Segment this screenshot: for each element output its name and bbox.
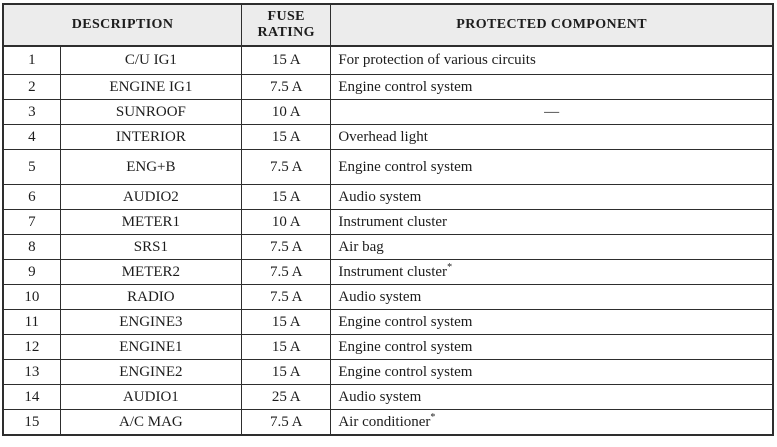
table-row: 13 ENGINE2 15 A Engine control system xyxy=(2,359,774,385)
fuse-description: RADIO xyxy=(59,284,243,310)
protected-component-text: Instrument cluster xyxy=(338,263,448,280)
fuse-description: AUDIO2 xyxy=(59,184,243,210)
protected-component: — xyxy=(330,99,774,125)
column-header-fuse-rating: FUSE RATING xyxy=(241,3,332,47)
fuse-description: C/U IG1 xyxy=(59,45,243,75)
fuse-rating: 15 A xyxy=(241,45,332,75)
protected-component: Audio system xyxy=(330,384,774,410)
table-body: 1 C/U IG1 15 A For protection of various… xyxy=(2,45,774,436)
fuse-rating: 10 A xyxy=(241,209,332,235)
fuse-number: 8 xyxy=(2,234,61,260)
fuse-rating: 25 A xyxy=(241,384,332,410)
table-row: 5 ENG+B 7.5 A Engine control system xyxy=(2,149,774,185)
column-header-description: DESCRIPTION xyxy=(2,3,243,47)
fuse-number: 10 xyxy=(2,284,61,310)
fuse-description: AUDIO1 xyxy=(59,384,243,410)
protected-component: Engine control system xyxy=(330,74,774,100)
protected-component: Air conditioner* xyxy=(330,409,774,436)
protected-component: Engine control system xyxy=(330,309,774,335)
fuse-number: 3 xyxy=(2,99,61,125)
fuse-description: SRS1 xyxy=(59,234,243,260)
footnote-asterisk: * xyxy=(430,411,436,423)
fuse-number: 1 xyxy=(2,45,61,75)
table-row: 2 ENGINE IG1 7.5 A Engine control system xyxy=(2,74,774,100)
protected-component: Instrument cluster xyxy=(330,209,774,235)
fuse-rating: 7.5 A xyxy=(241,74,332,100)
fuse-rating: 15 A xyxy=(241,334,332,360)
fuse-description: ENGINE2 xyxy=(59,359,243,385)
fuse-rating: 7.5 A xyxy=(241,149,332,185)
fuse-number: 12 xyxy=(2,334,61,360)
protected-component: Audio system xyxy=(330,184,774,210)
fuse-number: 2 xyxy=(2,74,61,100)
column-header-protected-component: PROTECTED COMPONENT xyxy=(330,3,774,47)
fuse-number: 9 xyxy=(2,259,61,285)
fuse-description: ENGINE3 xyxy=(59,309,243,335)
fuse-rating: 15 A xyxy=(241,184,332,210)
fuse-description: INTERIOR xyxy=(59,124,243,150)
protected-component: Engine control system xyxy=(330,334,774,360)
fuse-number: 4 xyxy=(2,124,61,150)
table-header: DESCRIPTION FUSE RATING PROTECTED COMPON… xyxy=(2,3,774,47)
fuse-description: ENG+B xyxy=(59,149,243,185)
table-row: 14 AUDIO1 25 A Audio system xyxy=(2,384,774,410)
fuse-number: 5 xyxy=(2,149,61,185)
table-row: 12 ENGINE1 15 A Engine control system xyxy=(2,334,774,360)
fuse-rating: 7.5 A xyxy=(241,284,332,310)
fuse-number: 7 xyxy=(2,209,61,235)
fuse-spec-table: DESCRIPTION FUSE RATING PROTECTED COMPON… xyxy=(2,3,774,436)
protected-component: Engine control system xyxy=(330,359,774,385)
fuse-rating: 10 A xyxy=(241,99,332,125)
fuse-description: ENGINE IG1 xyxy=(59,74,243,100)
fuse-rating: 7.5 A xyxy=(241,234,332,260)
table-row: 6 AUDIO2 15 A Audio system xyxy=(2,184,774,210)
protected-component: Engine control system xyxy=(330,149,774,185)
table-row: 3 SUNROOF 10 A — xyxy=(2,99,774,125)
table-row: 15 A/C MAG 7.5 A Air conditioner* xyxy=(2,409,774,436)
footnote-asterisk: * xyxy=(447,261,453,273)
fuse-rating: 7.5 A xyxy=(241,259,332,285)
fuse-rating: 15 A xyxy=(241,359,332,385)
table-row: 1 C/U IG1 15 A For protection of various… xyxy=(2,45,774,75)
fuse-rating: 15 A xyxy=(241,124,332,150)
fuse-rating: 7.5 A xyxy=(241,409,332,436)
fuse-number: 15 xyxy=(2,409,61,436)
fuse-description: A/C MAG xyxy=(59,409,243,436)
fuse-number: 11 xyxy=(2,309,61,335)
fuse-description: METER1 xyxy=(59,209,243,235)
fuse-number: 13 xyxy=(2,359,61,385)
fuse-description: SUNROOF xyxy=(59,99,243,125)
fuse-rating: 15 A xyxy=(241,309,332,335)
protected-component: Air bag xyxy=(330,234,774,260)
fuse-description: ENGINE1 xyxy=(59,334,243,360)
table-row: 8 SRS1 7.5 A Air bag xyxy=(2,234,774,260)
fuse-number: 6 xyxy=(2,184,61,210)
protected-component: Instrument cluster* xyxy=(330,259,774,285)
table-row: 10 RADIO 7.5 A Audio system xyxy=(2,284,774,310)
table-row: 11 ENGINE3 15 A Engine control system xyxy=(2,309,774,335)
protected-component: For protection of various circuits xyxy=(330,45,774,75)
table-row: 9 METER2 7.5 A Instrument cluster* xyxy=(2,259,774,285)
protected-component: Overhead light xyxy=(330,124,774,150)
table-row: 7 METER1 10 A Instrument cluster xyxy=(2,209,774,235)
protected-component-text: Air conditioner xyxy=(338,413,431,430)
header-row: DESCRIPTION FUSE RATING PROTECTED COMPON… xyxy=(2,3,774,47)
fuse-description: METER2 xyxy=(59,259,243,285)
fuse-number: 14 xyxy=(2,384,61,410)
table-row: 4 INTERIOR 15 A Overhead light xyxy=(2,124,774,150)
protected-component: Audio system xyxy=(330,284,774,310)
